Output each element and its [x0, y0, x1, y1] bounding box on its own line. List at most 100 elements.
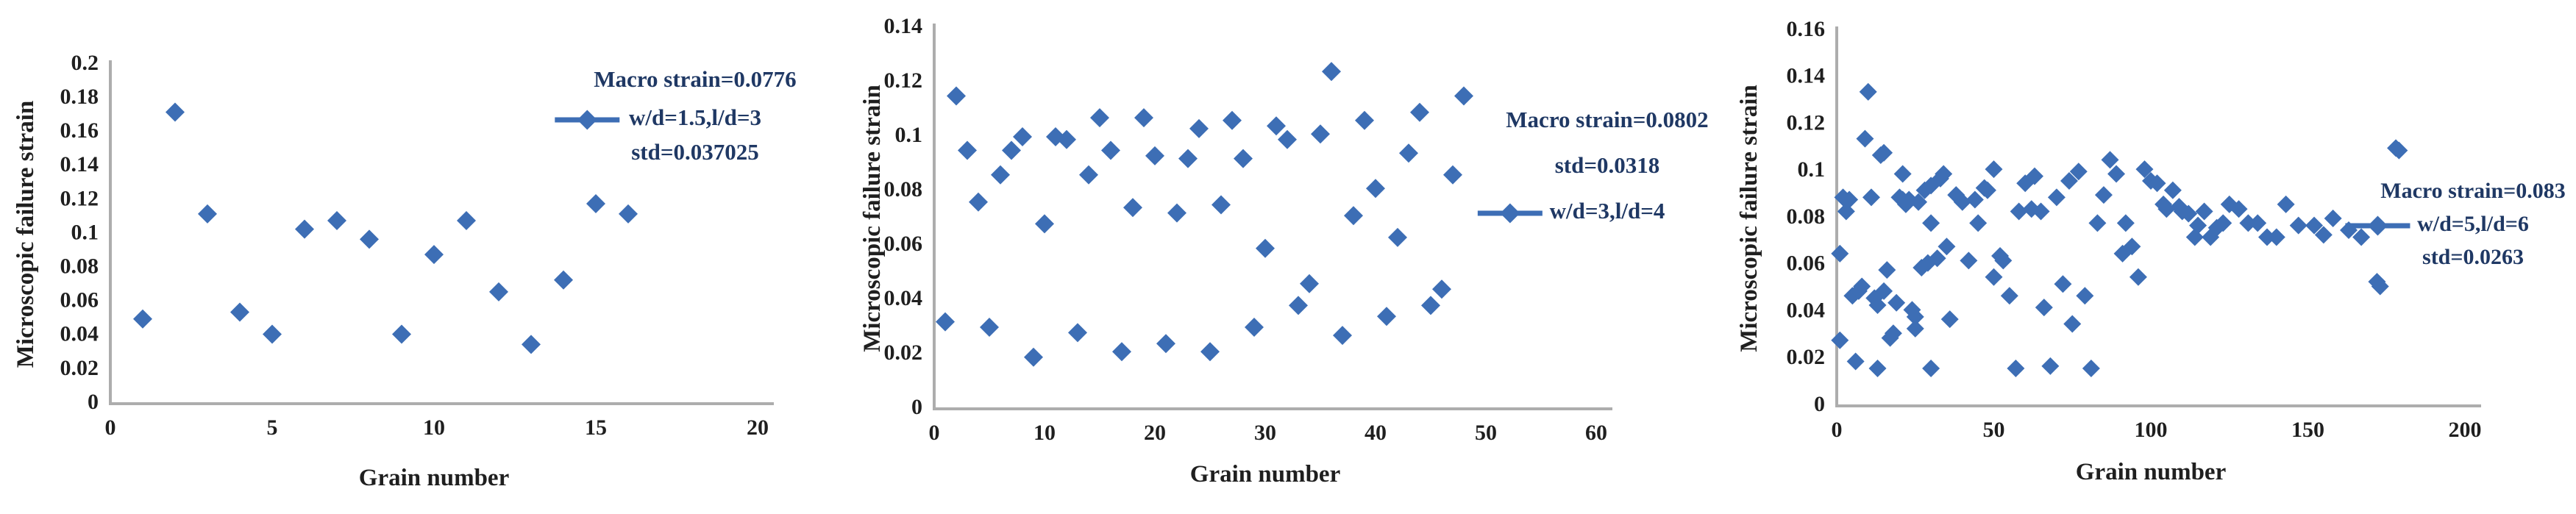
data-point-marker — [1969, 214, 1988, 232]
data-point-marker — [1245, 318, 1264, 337]
data-point-marker — [1985, 160, 2003, 179]
data-point-marker — [2257, 228, 2276, 246]
y-tick-label: 0.06 — [884, 232, 923, 256]
data-point-marker — [1366, 179, 1385, 199]
x-tick-label: 15 — [585, 415, 607, 440]
data-point-marker — [2123, 238, 2141, 256]
y-tick-label: 0.02 — [1787, 345, 1826, 369]
data-point-marker — [1853, 277, 1871, 296]
data-point-marker — [2129, 268, 2147, 286]
data-point-marker — [2180, 204, 2198, 223]
y-tick-label: 0.02 — [60, 356, 99, 380]
x-axis-title: Grain number — [2076, 459, 2226, 485]
data-point-marker — [947, 86, 966, 106]
data-point-marker — [1922, 214, 1940, 232]
data-point-marker — [198, 204, 217, 224]
data-point-marker — [1090, 108, 1109, 128]
data-point-marker — [936, 312, 955, 332]
data-point-marker — [1189, 118, 1209, 138]
data-point-marker — [1101, 140, 1120, 160]
legend-line: Macro strain=0.0776 — [594, 66, 796, 92]
x-tick-label: 0 — [1832, 418, 1843, 442]
y-tick-label: 0.2 — [71, 51, 99, 75]
data-point-marker — [1856, 129, 1874, 148]
data-point-marker — [1859, 82, 1877, 101]
data-point-marker — [1079, 165, 1098, 185]
data-point-marker — [1388, 227, 1407, 247]
data-point-marker — [2230, 200, 2248, 218]
data-point-marker — [1887, 293, 1906, 312]
data-point-marker — [2076, 287, 2094, 305]
y-tick-label: 0.18 — [60, 85, 99, 109]
data-point-marker — [2026, 167, 2044, 185]
data-point-marker — [2047, 188, 2066, 207]
data-point-marker — [1432, 279, 1451, 299]
y-tick-label: 0.12 — [60, 186, 99, 210]
data-point-marker — [1831, 244, 1849, 263]
y-tick-label: 0.1 — [895, 123, 923, 147]
x-axis-title: Grain number — [359, 465, 509, 491]
data-point-marker — [969, 192, 988, 212]
data-point-marker — [1322, 62, 1341, 82]
y-tick-label: 0.12 — [884, 68, 923, 93]
data-point-marker — [1928, 249, 1946, 268]
data-point-marker — [1289, 296, 1308, 315]
data-point-marker — [2007, 360, 2025, 377]
data-point-marker — [263, 324, 282, 344]
legend-line: std=0.037025 — [631, 139, 759, 165]
data-point-marker — [1831, 331, 1849, 349]
data-point-marker — [1134, 108, 1153, 128]
data-point-marker — [991, 165, 1010, 185]
data-point-marker — [2116, 214, 2135, 232]
data-point-marker — [2239, 214, 2257, 232]
data-point-marker — [1840, 190, 1859, 209]
data-point-marker — [2305, 216, 2324, 235]
data-point-marker — [1145, 146, 1164, 165]
data-point-marker — [2035, 299, 2053, 317]
legend-marker-icon — [1477, 203, 1543, 224]
y-tick-label: 0.14 — [884, 14, 923, 38]
data-point-marker — [1344, 206, 1363, 226]
y-tick-label: 0.1 — [71, 220, 99, 244]
data-point-marker — [1024, 347, 1043, 367]
data-point-marker — [230, 302, 249, 322]
data-point-marker — [586, 194, 605, 214]
x-tick-label: 60 — [1585, 421, 1607, 445]
data-point-marker — [980, 318, 999, 337]
data-point-marker — [1377, 307, 1396, 326]
data-point-marker — [1875, 143, 1893, 162]
x-tick-label: 0 — [105, 415, 116, 440]
data-point-marker — [2267, 228, 2285, 246]
x-tick-label: 200 — [2449, 418, 2482, 442]
data-point-marker — [1068, 323, 1087, 343]
data-point-marker — [1994, 251, 2013, 270]
data-point-marker — [2041, 357, 2060, 375]
data-point-marker — [1267, 116, 1286, 136]
data-point-marker — [1868, 360, 1887, 377]
data-point-marker — [2101, 151, 2119, 169]
data-point-marker — [1922, 360, 1940, 377]
data-point-marker — [1234, 149, 1253, 168]
y-tick-label: 0.16 — [60, 118, 99, 143]
data-point-marker — [2352, 228, 2371, 246]
legend-line: Macro strain=0.083 — [2380, 179, 2566, 203]
data-point-marker — [1123, 198, 1142, 218]
data-point-marker — [2135, 160, 2154, 179]
y-tick-label: 0.06 — [60, 288, 99, 313]
x-tick-label: 10 — [1033, 421, 1056, 445]
data-point-marker — [1985, 268, 2003, 286]
legend-line: w/d=5,l/d=6 — [2417, 212, 2529, 236]
data-point-marker — [1862, 188, 1880, 207]
data-point-marker — [2195, 202, 2213, 221]
y-tick-label: 0 — [88, 390, 99, 414]
data-point-marker — [2314, 226, 2333, 244]
data-point-marker — [2010, 202, 2028, 221]
data-point-marker — [1013, 127, 1032, 146]
data-point-marker — [392, 324, 411, 344]
y-tick-label: 0.06 — [1787, 251, 1826, 276]
data-point-marker — [1421, 296, 1440, 315]
y-axis-title: Microscopic failure strain — [859, 85, 886, 352]
data-point-marker — [1002, 140, 1021, 160]
